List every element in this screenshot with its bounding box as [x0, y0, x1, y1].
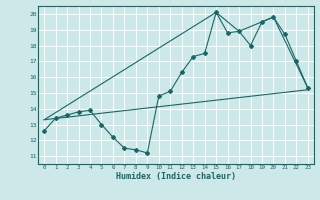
X-axis label: Humidex (Indice chaleur): Humidex (Indice chaleur): [116, 172, 236, 181]
